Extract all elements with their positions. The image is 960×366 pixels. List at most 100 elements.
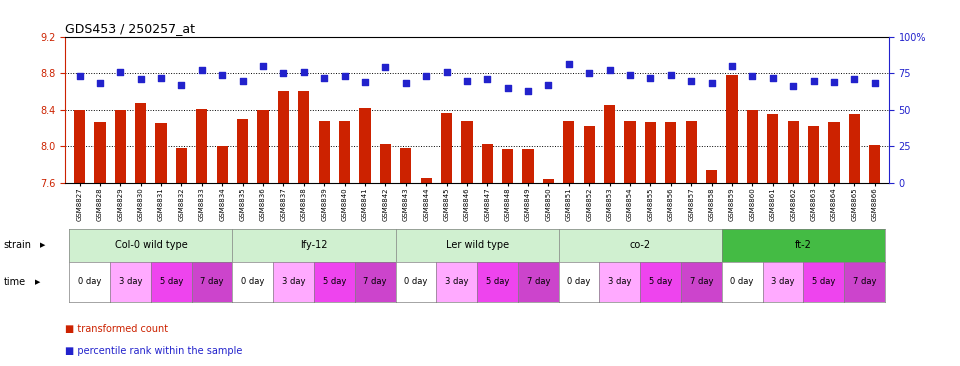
Bar — [319, 121, 330, 183]
Bar — [767, 114, 779, 183]
Text: 0 day: 0 day — [567, 277, 590, 286]
Point — [663, 72, 679, 78]
Point — [562, 61, 577, 67]
Bar — [685, 121, 697, 183]
Point — [154, 75, 169, 81]
Point — [805, 78, 821, 83]
Bar — [380, 143, 391, 183]
Point — [357, 79, 372, 85]
Point — [296, 69, 311, 75]
Text: ▶: ▶ — [40, 242, 46, 248]
Text: Ler wild type: Ler wild type — [445, 240, 509, 250]
Bar — [624, 121, 636, 183]
Text: 5 day: 5 day — [649, 277, 672, 286]
Point — [215, 72, 230, 78]
Bar — [482, 143, 492, 183]
Bar — [869, 145, 880, 183]
Point — [602, 67, 617, 73]
Point — [684, 78, 699, 83]
Point — [174, 82, 189, 88]
Point — [72, 73, 87, 79]
Point — [377, 64, 393, 70]
Text: 3 day: 3 day — [608, 277, 632, 286]
Bar — [135, 103, 146, 183]
Bar — [156, 123, 167, 183]
Text: time: time — [4, 277, 26, 287]
Text: 0 day: 0 day — [731, 277, 754, 286]
Point — [520, 88, 536, 94]
Point — [398, 81, 414, 86]
Point — [92, 81, 108, 86]
Bar — [299, 92, 309, 183]
Text: 3 day: 3 day — [282, 277, 305, 286]
Point — [847, 76, 862, 82]
Bar — [542, 179, 554, 183]
Bar — [727, 75, 737, 183]
Text: 7 day: 7 day — [526, 277, 550, 286]
Point — [317, 75, 332, 81]
Point — [540, 82, 556, 88]
Bar — [706, 170, 717, 183]
Bar — [849, 114, 860, 183]
Bar — [787, 121, 799, 183]
Text: 5 day: 5 day — [159, 277, 183, 286]
Point — [724, 63, 739, 69]
Bar — [400, 148, 412, 183]
Text: 3 day: 3 day — [119, 277, 142, 286]
Text: ft-2: ft-2 — [795, 240, 812, 250]
Text: lfy-12: lfy-12 — [300, 240, 327, 250]
Bar — [359, 108, 371, 183]
Bar — [94, 122, 106, 183]
Bar — [462, 121, 472, 183]
Point — [337, 73, 352, 79]
Point — [276, 70, 291, 76]
Point — [112, 69, 128, 75]
Bar — [828, 122, 839, 183]
Point — [235, 78, 251, 83]
Text: ■ percentile rank within the sample: ■ percentile rank within the sample — [65, 346, 243, 356]
Bar — [808, 126, 819, 183]
Text: ▶: ▶ — [35, 279, 40, 285]
Point — [480, 76, 495, 82]
Text: 5 day: 5 day — [812, 277, 835, 286]
Bar — [217, 146, 228, 183]
Text: 7 day: 7 day — [364, 277, 387, 286]
Bar — [502, 149, 514, 183]
Bar — [665, 122, 677, 183]
Text: 0 day: 0 day — [241, 277, 265, 286]
Point — [194, 67, 209, 73]
Bar — [176, 148, 187, 183]
Bar — [645, 122, 656, 183]
Text: 5 day: 5 day — [486, 277, 509, 286]
Point — [704, 81, 719, 86]
Text: 7 day: 7 day — [201, 277, 224, 286]
Bar — [196, 109, 207, 183]
Point — [827, 79, 842, 85]
Text: GDS453 / 250257_at: GDS453 / 250257_at — [65, 22, 195, 35]
Bar — [237, 119, 249, 183]
Text: 5 day: 5 day — [323, 277, 347, 286]
Point — [459, 78, 474, 83]
Text: 0 day: 0 day — [78, 277, 102, 286]
Point — [133, 76, 149, 82]
Point — [867, 81, 882, 86]
Point — [765, 75, 780, 81]
Bar — [564, 121, 574, 183]
Text: ■ transformed count: ■ transformed count — [65, 324, 168, 335]
Text: 7 day: 7 day — [852, 277, 876, 286]
Bar — [257, 110, 269, 183]
Point — [582, 70, 597, 76]
Text: co-2: co-2 — [630, 240, 651, 250]
Text: 3 day: 3 day — [445, 277, 468, 286]
Text: Col-0 wild type: Col-0 wild type — [114, 240, 187, 250]
Point — [255, 63, 271, 69]
Text: 7 day: 7 day — [689, 277, 713, 286]
Bar — [115, 110, 126, 183]
Point — [745, 73, 760, 79]
Bar — [420, 178, 432, 183]
Bar — [277, 92, 289, 183]
Point — [500, 85, 516, 91]
Text: 3 day: 3 day — [771, 277, 795, 286]
Bar — [584, 126, 595, 183]
Bar — [339, 121, 350, 183]
